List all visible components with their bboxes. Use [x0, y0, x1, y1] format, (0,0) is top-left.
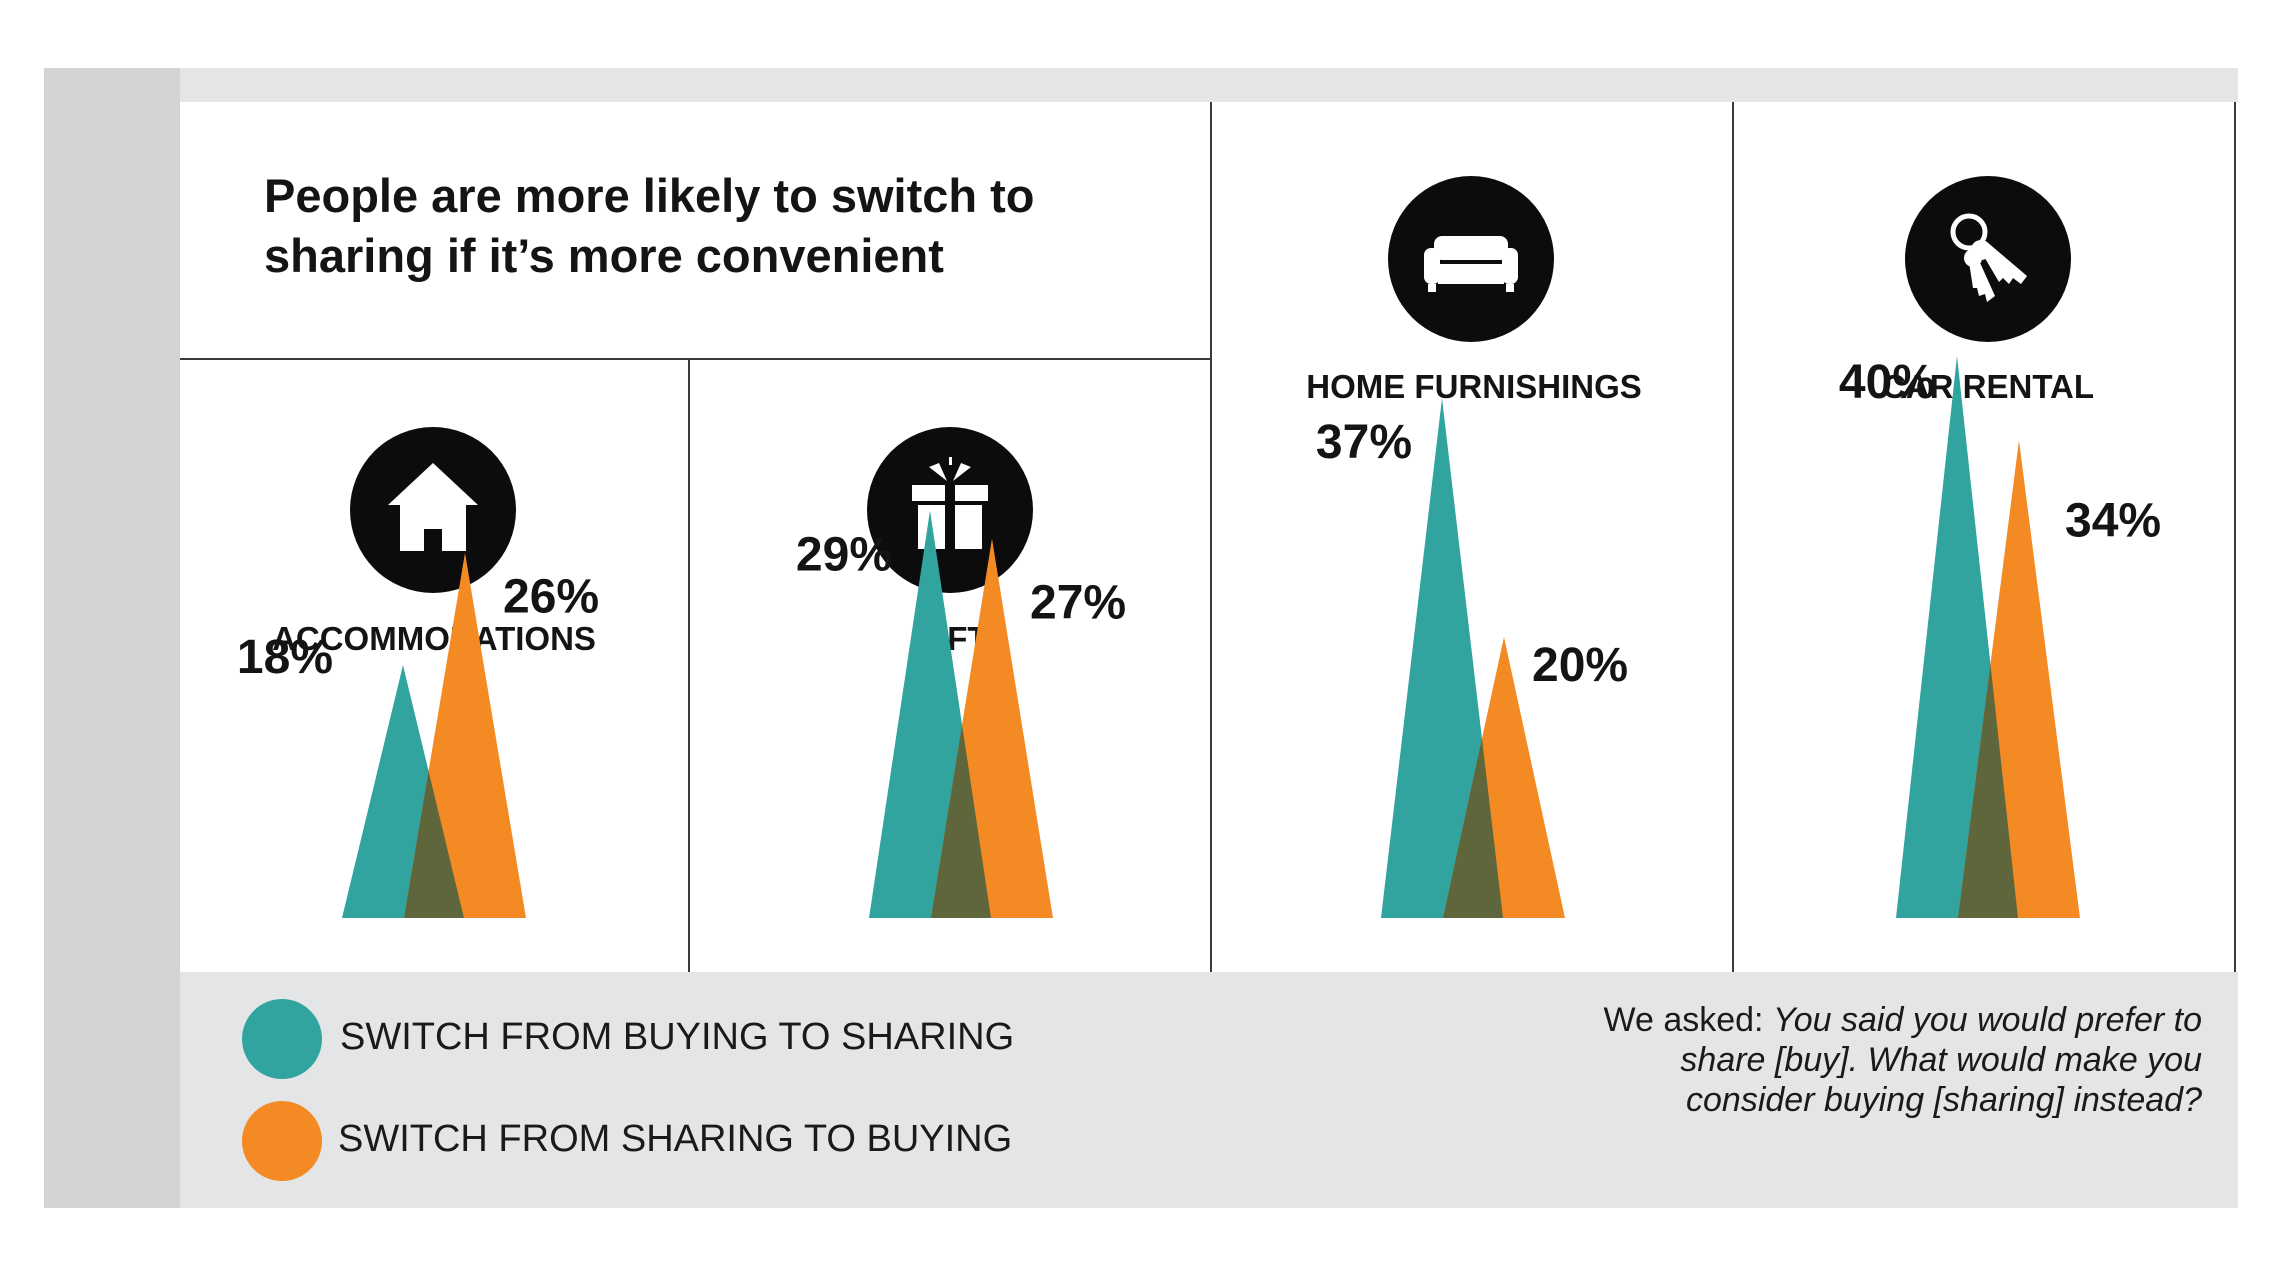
sofa-icon [1388, 176, 1554, 342]
divider-2 [1732, 102, 1734, 972]
survey-question-text: You said you would prefer to share [buy]… [1680, 1001, 2202, 1119]
category-label-home-furnishings: HOME FURNISHINGS [1306, 368, 1642, 405]
category-label-car-rental: CAR RENTAL [1881, 368, 2095, 405]
legend-swatch-sharing-to-buying [242, 1101, 322, 1181]
keys-icon [1905, 176, 2071, 342]
value-label-gift-sharing-to-buying: 27% [1030, 577, 1126, 630]
frame-top-band [180, 68, 2238, 102]
survey-question-note: We asked: You said you would prefer to s… [1582, 1000, 2202, 1120]
legend-label-sharing-to-buying: SWITCH FROM SHARING TO BUYING [338, 1118, 1013, 1160]
value-label-car-rental-buying-to-sharing: 40% [1839, 356, 1935, 409]
value-label-home-furnishings-buying-to-sharing: 37% [1316, 416, 1412, 469]
legend-label-buying-to-sharing: SWITCH FROM BUYING TO SHARING [340, 1016, 1015, 1058]
overlap-accommodations [404, 771, 464, 918]
category-label-accommodations: ACCOMMODATIONS [272, 620, 596, 657]
frame-left-band [44, 68, 180, 1208]
legend-swatch-buying-to-sharing [242, 999, 322, 1079]
divider-4 [688, 360, 690, 972]
divider-horizontal [180, 358, 1212, 360]
value-label-accommodations-sharing-to-buying: 26% [503, 571, 599, 624]
value-label-accommodations-buying-to-sharing: 18% [237, 631, 333, 684]
value-label-home-furnishings-sharing-to-buying: 20% [1532, 639, 1628, 692]
survey-note-prefix: We asked: [1603, 1001, 1773, 1039]
overlap-gift [931, 724, 991, 918]
value-label-car-rental-sharing-to-buying: 34% [2065, 494, 2161, 547]
value-label-gift-buying-to-sharing: 29% [796, 529, 892, 582]
page-title: People are more likely to switch to shar… [264, 169, 1035, 282]
legend-panel [180, 972, 2238, 1208]
divider-1 [1210, 102, 1212, 972]
overlap-home-furnishings [1443, 738, 1503, 918]
house-icon [350, 427, 516, 593]
divider-3 [2234, 102, 2236, 972]
overlap-car-rental [1958, 664, 2018, 918]
